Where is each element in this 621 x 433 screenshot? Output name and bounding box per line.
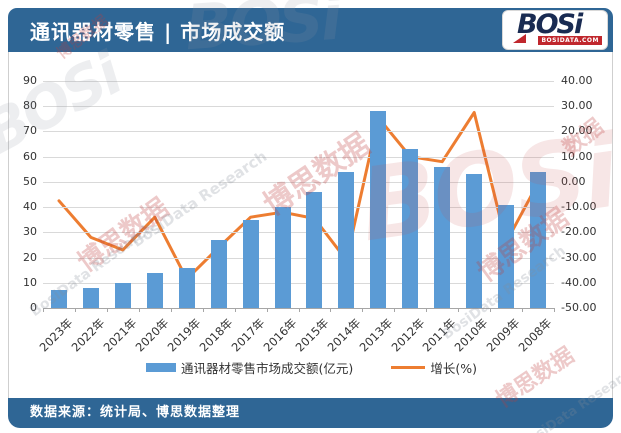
x-axis-label-2016年: 2016年 <box>260 315 300 355</box>
x-axis-line <box>43 308 555 309</box>
y-axis-left-tick: 80 <box>23 99 37 113</box>
bar-2017年 <box>242 219 259 308</box>
x-axis-tick <box>138 309 140 312</box>
x-axis-tick <box>170 309 172 312</box>
bosi-logo-triangle-icon <box>513 34 526 43</box>
x-axis-tick <box>426 309 428 312</box>
page-title: 通讯器材零售 | 市场成交额 <box>30 19 286 44</box>
legend-item-line-series: 增长(%) <box>391 358 477 377</box>
y-axis-left-tick: 10 <box>23 275 37 289</box>
bosi-logo: BOSi BOSIDATA.COM <box>503 9 607 49</box>
bar-2014年 <box>338 171 355 308</box>
x-axis-label-2020年: 2020年 <box>132 315 172 355</box>
x-axis-tick <box>43 309 44 312</box>
gridline <box>43 106 554 108</box>
gridline <box>43 207 554 209</box>
y-axis-left-tick: 30 <box>23 225 37 239</box>
gridline <box>43 81 554 82</box>
x-axis-tick <box>202 309 204 312</box>
x-axis-tick <box>266 309 268 312</box>
x-axis-tick <box>362 309 364 312</box>
bar-2008年 <box>530 171 547 308</box>
x-axis-tick <box>554 309 555 312</box>
x-axis-label-2008年: 2008年 <box>515 315 555 355</box>
bar-series-swatch <box>146 363 177 372</box>
y-axis-right-tick: -30.00 <box>561 250 597 264</box>
y-axis-left-tick: 90 <box>23 74 37 87</box>
chart-card: 通讯器材零售 | 市场成交额 BOSi BOSIDATA.COM 通讯器材零售市… <box>8 8 613 428</box>
y-axis-right-tick: -20.00 <box>561 225 597 239</box>
x-axis-label-2014年: 2014年 <box>324 315 364 355</box>
y-axis-left-tick: 0 <box>30 301 37 314</box>
gridline <box>43 131 554 133</box>
x-axis-label-2017年: 2017年 <box>228 315 268 355</box>
bar-2016年 <box>274 207 291 308</box>
y-axis-left-tick: 70 <box>23 124 37 138</box>
bar-2012年 <box>402 149 419 308</box>
x-axis-tick <box>234 309 236 312</box>
x-axis-label-2019年: 2019年 <box>164 315 204 355</box>
bar-2021年 <box>114 282 131 308</box>
x-axis-tick <box>106 309 108 312</box>
y-axis-right-tick: -40.00 <box>561 275 597 289</box>
x-axis-label-2021年: 2021年 <box>100 315 140 355</box>
legend: 通讯器材零售市场成交额(亿元) 增长(%) <box>9 358 614 377</box>
x-axis-label-2018年: 2018年 <box>196 315 236 355</box>
bar-2011年 <box>434 166 451 308</box>
y-axis-right-tick: 20.00 <box>561 124 593 138</box>
x-axis-tick <box>458 309 460 312</box>
bar-2018年 <box>210 239 227 308</box>
y-axis-right-tick: 0.00 <box>561 174 586 188</box>
gridline <box>43 232 554 234</box>
y-axis-left-tick: 40 <box>23 200 37 214</box>
x-axis-label-2013年: 2013年 <box>356 315 395 355</box>
bar-2019年 <box>178 267 195 308</box>
line-series-swatch <box>391 366 426 369</box>
bosi-logo-domain: BOSIDATA.COM <box>538 36 602 45</box>
gridline <box>43 257 554 259</box>
y-axis-right-tick: 30.00 <box>561 99 593 113</box>
data-source-text: 数据来源：统计局、博思数据整理 <box>30 405 241 420</box>
x-axis-tick <box>74 309 76 312</box>
x-axis-label-2022年: 2022年 <box>68 315 108 355</box>
x-axis-tick <box>298 309 300 312</box>
footer-bar: 数据来源：统计局、博思数据整理 <box>8 398 613 428</box>
bosi-logo-text: BOSi <box>517 9 583 40</box>
x-axis-label-2012年: 2012年 <box>388 315 427 355</box>
x-axis-label-2023年: 2023年 <box>36 315 76 355</box>
bar-2022年 <box>82 287 99 308</box>
gridline <box>43 156 554 158</box>
bar-2020年 <box>146 272 163 308</box>
growth-line <box>57 111 540 281</box>
bar-2009年 <box>498 204 515 308</box>
gridline <box>43 282 554 284</box>
x-axis-tick <box>394 309 396 312</box>
line-series-label: 增长(%) <box>430 361 477 376</box>
y-axis-left-tick: 20 <box>23 250 37 264</box>
x-axis-tick <box>522 309 524 312</box>
gridline <box>43 181 554 183</box>
y-axis-right-tick: 10.00 <box>561 149 593 163</box>
chart-region: 通讯器材零售市场成交额(亿元) 增长(%) 0 -50.00 10 -40.00 20 -… <box>8 52 613 398</box>
legend-item-bar-series: 通讯器材零售市场成交额(亿元) <box>146 358 353 377</box>
y-axis-left-tick: 50 <box>23 174 37 188</box>
x-axis-label-2009年: 2009年 <box>483 315 523 355</box>
y-axis-right-tick: -10.00 <box>561 200 597 214</box>
bar-2015年 <box>306 191 323 308</box>
bar-2010年 <box>466 174 483 308</box>
bar-2013年 <box>370 111 387 308</box>
growth-line-chart <box>57 111 540 281</box>
x-axis-label-2015年: 2015年 <box>292 315 332 355</box>
x-axis-tick <box>330 309 332 312</box>
x-axis-label-2010年: 2010年 <box>452 315 491 355</box>
bar-series-label: 通讯器材零售市场成交额(亿元) <box>181 361 354 376</box>
y-axis-right-tick: -50.00 <box>561 301 597 314</box>
y-axis-left-tick: 60 <box>23 149 37 163</box>
bar-2023年 <box>50 290 67 308</box>
x-axis-tick <box>490 309 492 312</box>
header-bar: 通讯器材零售 | 市场成交额 BOSi BOSIDATA.COM <box>8 8 613 52</box>
x-axis-label-2011年: 2011年 <box>420 315 459 355</box>
y-axis-right-tick: 40.00 <box>561 74 593 87</box>
